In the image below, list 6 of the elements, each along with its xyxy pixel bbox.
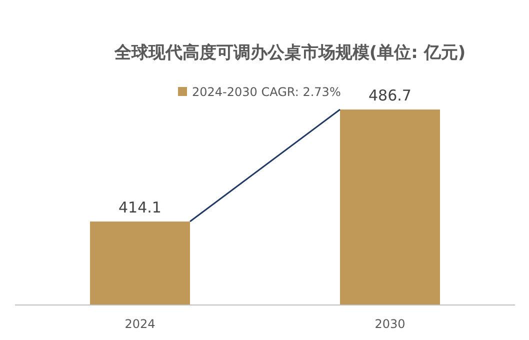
x-tick-label: 2030 (374, 317, 406, 331)
data-label: 414.1 (118, 198, 162, 217)
legend-label: 2024-2030 CAGR: 2.73% (192, 85, 341, 99)
x-tick-label: 2024 (124, 317, 156, 331)
data-label: 486.7 (368, 86, 412, 105)
chart-title: 全球现代高度可调办公桌市场规模(单位: 亿元) (113, 43, 466, 63)
